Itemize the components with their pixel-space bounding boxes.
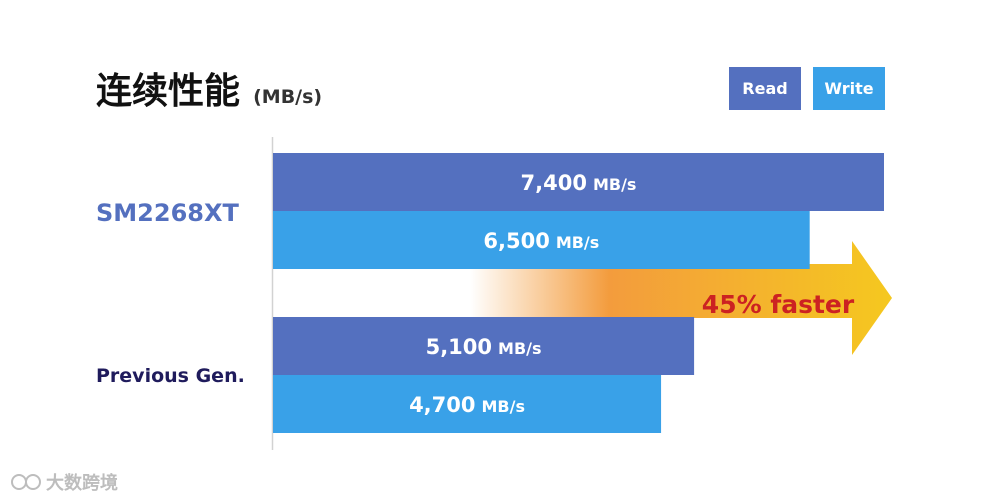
chart-title-main: 连续性能 [96,71,240,112]
bar-sm2268xt-read [273,153,884,211]
category-label-previous-gen: Previous Gen. [96,365,245,387]
bar-previous-gen-write [273,375,662,433]
legend-label-read: Read [742,79,787,98]
chart-title-unit: (MB/s) [253,86,322,108]
watermark-logo-icon [11,474,27,490]
bar-value-label-sm2268xt-write: 6,500 MB/s [483,229,599,253]
improvement-arrow-shape [470,241,892,355]
bar-sm2268xt-write [273,211,810,269]
legend: Read Write [729,67,885,110]
improvement-arrow: 45% faster [470,241,892,355]
legend-swatch-write [813,67,885,110]
bar-value-label-previous-gen-write: 4,700 MB/s [409,393,525,417]
bars-group: 7,400 MB/s 6,500 MB/s 5,100 MB/s 4,700 MB/s [273,153,884,433]
category-label-sm2268xt: SM2268XT [96,199,239,227]
improvement-annotation: 45% faster [702,290,855,319]
bar-previous-gen-read [273,317,695,375]
watermark-text: 大数跨境 [46,472,118,494]
watermark: 大数跨境 [11,472,118,494]
chart-title: 连续性能 (MB/s) [96,71,322,112]
bar-value-label-sm2268xt-read: 7,400 MB/s [521,171,637,195]
legend-label-write: Write [824,79,873,98]
legend-swatch-read [729,67,801,110]
bar-value-label-previous-gen-read: 5,100 MB/s [426,335,542,359]
watermark-logo-icon-2 [25,474,41,490]
